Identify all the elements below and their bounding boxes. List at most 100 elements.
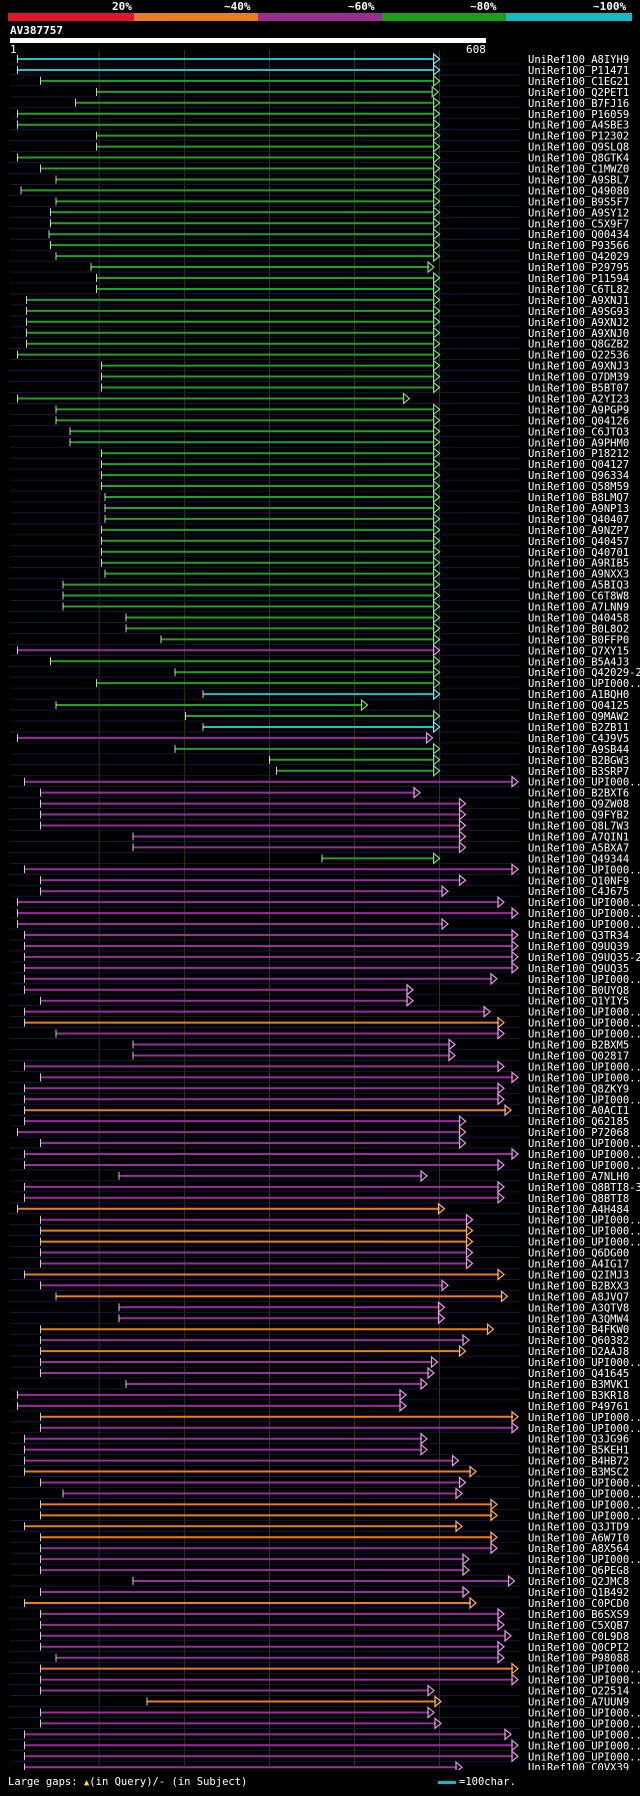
hit-label[interactable]: UniRef100_A9PGP9 xyxy=(528,404,629,416)
hit-label[interactable]: UniRef100_A9NXX3 xyxy=(528,569,629,581)
hit-label[interactable]: UniRef100_A9SB44 xyxy=(528,744,629,756)
hit-label[interactable]: UniRef100_Q40701 xyxy=(528,547,629,559)
hit-label[interactable]: UniRef100_C6TL82 xyxy=(528,284,629,296)
hit-label[interactable]: UniRef100_A9NZP7 xyxy=(528,525,629,537)
hit-label[interactable]: UniRef100_B0FFP0 xyxy=(528,634,629,646)
hit-label[interactable]: UniRef100_UPI000... xyxy=(528,864,640,876)
hit-label[interactable]: UniRef100_UPI000... xyxy=(528,1160,640,1172)
hit-label[interactable]: UniRef100_Q9UQ35 xyxy=(528,963,629,975)
hit-label[interactable]: UniRef100_P98088 xyxy=(528,1653,629,1665)
hit-label[interactable]: UniRef100_UPI000... xyxy=(528,1729,640,1741)
hit-label[interactable]: UniRef100_B5KEH1 xyxy=(528,1445,629,1457)
hit-label[interactable]: UniRef100_B7FJ16 xyxy=(528,98,629,110)
hit-label[interactable]: UniRef100_A9RIB5 xyxy=(528,558,629,570)
hit-label[interactable]: UniRef100_UPI000... xyxy=(528,1094,640,1106)
hit-label[interactable]: UniRef100_UPI000... xyxy=(528,1237,640,1249)
hit-label[interactable]: UniRef100_O22514 xyxy=(528,1686,629,1698)
hit-label[interactable]: UniRef100_Q96334 xyxy=(528,470,629,482)
hit-label[interactable]: UniRef100_C4J675 xyxy=(528,886,629,898)
hit-label[interactable]: UniRef100_UPI000... xyxy=(528,1412,640,1424)
hit-label[interactable]: UniRef100_A0ACI1 xyxy=(528,1105,629,1117)
hit-label[interactable]: UniRef100_Q00434 xyxy=(528,229,629,241)
hit-label[interactable]: UniRef100_UPI000... xyxy=(528,1215,640,1227)
hit-label[interactable]: UniRef100_Q9MAW2 xyxy=(528,711,629,723)
hit-label[interactable]: UniRef100_Q8BTI8-3 xyxy=(528,1182,640,1194)
hit-label[interactable]: UniRef100_Q9UQ35-2 xyxy=(528,952,640,964)
hit-label[interactable]: UniRef100_A4SBE3 xyxy=(528,120,629,132)
hit-label[interactable]: UniRef100_A3QTV8 xyxy=(528,1302,629,1314)
hit-label[interactable]: UniRef100_Q8ZKY9 xyxy=(528,1083,629,1095)
hit-label[interactable]: UniRef100_Q04126 xyxy=(528,415,629,427)
hit-label[interactable]: UniRef100_Q2IMJ3 xyxy=(528,1269,629,1281)
hit-label[interactable]: UniRef100_A7QIN1 xyxy=(528,831,629,843)
hit-label[interactable]: UniRef100_Q9ZW08 xyxy=(528,799,629,811)
hit-label[interactable]: UniRef100_P29795 xyxy=(528,262,629,274)
hit-label[interactable]: UniRef100_Q6DG00 xyxy=(528,1248,629,1260)
hit-label[interactable]: UniRef100_O7DM39 xyxy=(528,372,629,384)
hit-label[interactable]: UniRef100_B9S5F7 xyxy=(528,196,629,208)
hit-label[interactable]: UniRef100_Q2PET1 xyxy=(528,87,629,99)
hit-label[interactable]: UniRef100_A9SG93 xyxy=(528,306,629,318)
hit-label[interactable]: UniRef100_A4IG17 xyxy=(528,1259,629,1271)
hit-label[interactable]: UniRef100_Q42029 xyxy=(528,251,629,263)
hit-label[interactable]: UniRef100_Q6PEG8 xyxy=(528,1565,629,1577)
hit-label[interactable]: UniRef100_B2ZB11 xyxy=(528,722,629,734)
hit-label[interactable]: UniRef100_D2AAJ8 xyxy=(528,1346,629,1358)
hit-label[interactable]: UniRef100_Q41645 xyxy=(528,1368,629,1380)
hit-label[interactable]: UniRef100_UPI000... xyxy=(528,1510,640,1522)
hit-label[interactable]: UniRef100_UPI000... xyxy=(528,1423,640,1435)
hit-label[interactable]: UniRef100_UPI000... xyxy=(528,1357,640,1369)
hit-label[interactable]: UniRef100_Q49344 xyxy=(528,853,629,865)
hit-label[interactable]: UniRef100_Q04127 xyxy=(528,459,629,471)
hit-label[interactable]: UniRef100_Q02817 xyxy=(528,1050,629,1062)
hit-label[interactable]: UniRef100_A4H484 xyxy=(528,1204,629,1216)
hit-label[interactable]: UniRef100_B5A4J3 xyxy=(528,656,629,668)
hit-label[interactable]: UniRef100_UPI000... xyxy=(528,777,640,789)
hit-label[interactable]: UniRef100_Q58M59 xyxy=(528,481,629,493)
hit-label[interactable]: UniRef100_P18212 xyxy=(528,448,629,460)
hit-label[interactable]: UniRef100_B2BXT6 xyxy=(528,788,629,800)
hit-label[interactable]: UniRef100_O22536 xyxy=(528,350,629,362)
hit-label[interactable]: UniRef100_A7NLH0 xyxy=(528,1171,629,1183)
hit-label[interactable]: UniRef100_P16059 xyxy=(528,109,629,121)
hit-label[interactable]: UniRef100_A1BQH0 xyxy=(528,689,629,701)
hit-label[interactable]: UniRef100_A9SBL7 xyxy=(528,174,629,186)
hit-label[interactable]: UniRef100_A5BIQ3 xyxy=(528,580,629,592)
hit-label[interactable]: UniRef100_Q9UQ39 xyxy=(528,941,629,953)
hit-label[interactable]: UniRef100_A9XNJ0 xyxy=(528,328,629,340)
hit-label[interactable]: UniRef100_P72068 xyxy=(528,1127,629,1139)
hit-label[interactable]: UniRef100_A9SY12 xyxy=(528,207,629,219)
hit-label[interactable]: UniRef100_C0L9D8 xyxy=(528,1631,629,1643)
hit-label[interactable]: UniRef100_UPI000... xyxy=(528,1488,640,1500)
hit-label[interactable]: UniRef100_A3QMW4 xyxy=(528,1313,629,1325)
hit-label[interactable]: UniRef100_B4FKW0 xyxy=(528,1324,629,1336)
hit-label[interactable]: UniRef100_Q7XY15 xyxy=(528,645,629,657)
hit-label[interactable]: UniRef100_Q9FYB2 xyxy=(528,810,629,822)
hit-label[interactable]: UniRef100_UPI000... xyxy=(528,1061,640,1073)
hit-label[interactable]: UniRef100_B0UYQ8 xyxy=(528,985,629,997)
hit-label[interactable]: UniRef100_Q9SLQ8 xyxy=(528,142,629,154)
hit-label[interactable]: UniRef100_UPI000... xyxy=(528,1675,640,1687)
hit-label[interactable]: UniRef100_Q3JG96 xyxy=(528,1434,629,1446)
hit-label[interactable]: UniRef100_UPI000... xyxy=(528,908,640,920)
hit-label[interactable]: UniRef100_Q8GZB2 xyxy=(528,339,629,351)
hit-label[interactable]: UniRef100_Q2JMC8 xyxy=(528,1576,629,1588)
hit-label[interactable]: UniRef100_C5XQB7 xyxy=(528,1620,629,1632)
hit-label[interactable]: UniRef100_UPI000... xyxy=(528,897,640,909)
hit-label[interactable]: UniRef100_UPI000... xyxy=(528,1149,640,1161)
hit-label[interactable]: UniRef100_A8X564 xyxy=(528,1543,629,1555)
hit-label[interactable]: UniRef100_C5X9F7 xyxy=(528,218,629,230)
hit-label[interactable]: UniRef100_B6SXS9 xyxy=(528,1609,629,1621)
hit-label[interactable]: UniRef100_UPI000... xyxy=(528,1751,640,1763)
hit-label[interactable]: UniRef100_B4HB72 xyxy=(528,1456,629,1468)
hit-label[interactable]: UniRef100_UPI000... xyxy=(528,1718,640,1730)
hit-label[interactable]: UniRef100_Q3JTD9 xyxy=(528,1521,629,1533)
hit-label[interactable]: UniRef100_Q0CPI2 xyxy=(528,1642,629,1654)
hit-label[interactable]: UniRef100_A9NP13 xyxy=(528,503,629,515)
hit-label[interactable]: UniRef100_A9PHM0 xyxy=(528,437,629,449)
hit-label[interactable]: UniRef100_B2BXX3 xyxy=(528,1280,629,1292)
hit-label[interactable]: UniRef100_A2YI23 xyxy=(528,393,629,405)
hit-label[interactable]: UniRef100_C0VX39 xyxy=(528,1762,629,1770)
hit-label[interactable]: UniRef100_UPI000... xyxy=(528,1740,640,1752)
hit-label[interactable]: UniRef100_C6T8W8 xyxy=(528,591,629,603)
